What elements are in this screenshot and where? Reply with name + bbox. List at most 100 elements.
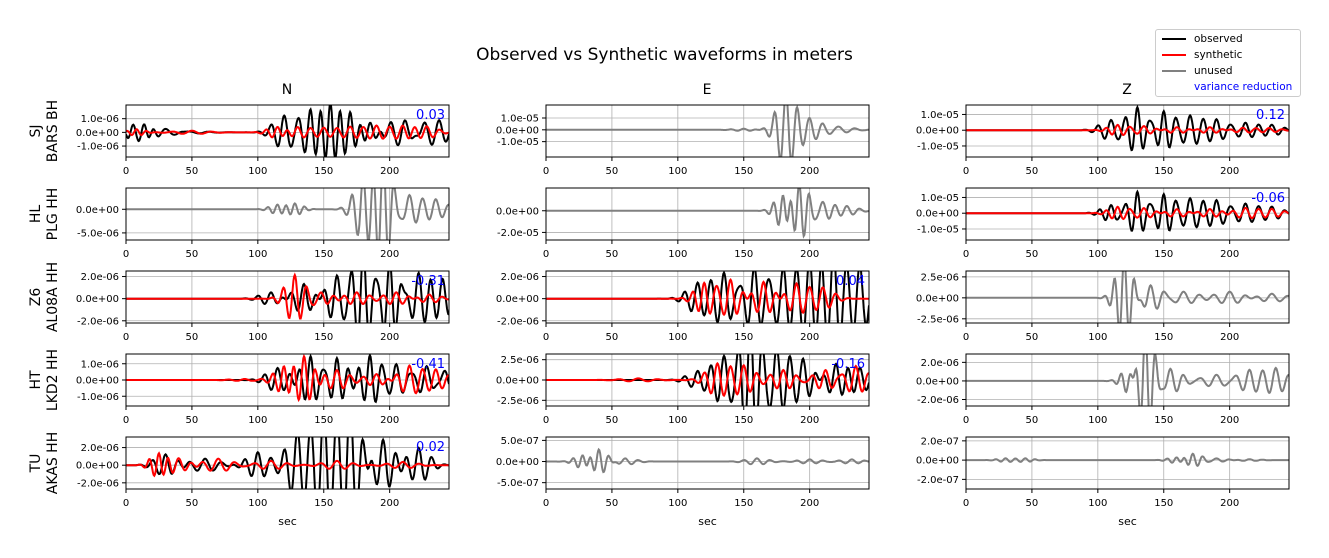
xtick-label-r0c1-4: 200 [800,166,819,177]
xtick-label-r3c0-1: 50 [186,415,199,426]
synthetic-trace-r0c2 [966,123,1289,137]
ytick-label-r1c1-0: -2.0e-05 [497,228,539,239]
xlabel-r4c0: sec [278,515,297,528]
xtick-label-r4c0-1: 50 [186,498,199,509]
xtick-label-r4c2-4: 200 [1220,498,1239,509]
variance-reduction-r0c2: 0.12 [1256,108,1285,123]
xtick-label-r4c1-1: 50 [606,498,619,509]
ytick-label-r3c0-1: 0.0e+00 [76,376,119,387]
variance-reduction-r3c0: -0.41 [411,357,445,372]
ytick-label-r2c1-2: 2.0e-06 [501,272,539,283]
ytick-label-r0c2-1: 0.0e+00 [916,126,959,137]
variance-reduction-r3c1: -0.16 [831,357,865,372]
axes-frame-r0c1 [545,104,870,158]
xtick-label-r3c0-0: 0 [123,415,129,426]
axes-frame-r1c2 [965,187,1290,241]
variance-reduction-r0c0: 0.03 [416,108,445,123]
xtick-label-r2c0-2: 100 [248,332,267,343]
ytick-label-r3c2-1: 0.0e+00 [916,376,959,387]
xtick-label-r3c1-4: 200 [800,415,819,426]
ytick-label-r4c1-0: -5.0e-07 [497,478,539,489]
xtick-label-r2c0-0: 0 [123,332,129,343]
xtick-label-r0c2-2: 100 [1088,166,1107,177]
ytick-label-r0c1-2: 1.0e-05 [501,114,539,125]
ytick-label-r2c2-0: -2.5e-06 [917,314,959,325]
xtick-label-r3c1-2: 100 [668,415,687,426]
xtick-label-r4c2-2: 100 [1088,498,1107,509]
observed-trace-r3c2 [966,354,1289,406]
observed-trace-r1c1 [546,188,869,239]
ytick-label-r1c2-2: 1.0e-05 [921,193,959,204]
xtick-label-r0c0-2: 100 [248,166,267,177]
xtick-label-r2c0-3: 150 [314,332,333,343]
ytick-label-r0c0-2: 1.0e-06 [81,114,119,125]
observed-trace-r2c2 [966,271,1289,323]
legend-label-observed: observed [1194,33,1243,45]
xtick-label-r0c0-1: 50 [186,166,199,177]
xtick-label-r1c1-4: 200 [800,249,819,260]
xlabel-r4c1: sec [698,515,717,528]
variance-reduction-r2c1: 0.04 [836,274,865,289]
legend-label-unused: unused [1194,65,1233,77]
ytick-label-r2c0-2: 2.0e-06 [81,272,119,283]
station-label-1: PLG HH [45,188,61,241]
station-label-2: AL08A HH [45,262,61,332]
xtick-label-r1c1-1: 50 [606,249,619,260]
network-label-1: HL [28,205,44,224]
xtick-label-r1c1-2: 100 [668,249,687,260]
xtick-label-r3c2-1: 50 [1026,415,1039,426]
synthetic-trace-r2c1 [546,278,869,317]
ytick-label-r4c2-2: 2.0e-07 [921,436,959,447]
ytick-label-r2c2-2: 2.5e-06 [921,272,959,283]
ytick-label-r0c1-0: -1.0e-05 [497,137,539,148]
observed-trace-r4c1 [546,447,869,474]
station-label-3: LKD2 HH [45,349,61,411]
ytick-label-r2c0-1: 0.0e+00 [76,294,119,305]
xtick-label-r0c0-4: 200 [380,166,399,177]
xtick-label-r0c1-0: 0 [543,166,549,177]
xtick-label-r0c2-0: 0 [963,166,969,177]
xtick-label-r0c1-2: 100 [668,166,687,177]
legend-label-variance-reduction: variance reduction [1194,81,1293,93]
observed-trace-r2c0 [126,271,449,323]
xtick-label-r4c1-3: 150 [734,498,753,509]
ytick-label-r3c1-2: 2.5e-06 [501,355,539,366]
observed-trace-r4c2 [966,452,1289,467]
xtick-label-r2c2-2: 100 [1088,332,1107,343]
axes-frame-r0c2 [965,104,1290,158]
xtick-label-r4c1-4: 200 [800,498,819,509]
network-label-3: HT [28,370,44,390]
ytick-label-r2c1-0: -2.0e-06 [497,316,539,327]
xtick-label-r2c2-3: 150 [1154,332,1173,343]
axes-frame-r2c0 [125,270,450,324]
xtick-label-r2c1-3: 150 [734,332,753,343]
legend-entry-observed: observed [1162,32,1243,46]
xtick-label-r3c0-2: 100 [248,415,267,426]
axes-frame-r0c0 [125,104,450,158]
station-label-4: AKAS HH [45,432,61,494]
ytick-label-r4c2-1: 0.0e+00 [916,456,959,467]
xtick-label-r4c0-0: 0 [123,498,129,509]
xtick-label-r1c2-3: 150 [1154,249,1173,260]
variance-reduction-r2c0: -0.31 [411,274,445,289]
xtick-label-r1c1-3: 150 [734,249,753,260]
xtick-label-r3c2-0: 0 [963,415,969,426]
xtick-label-r1c2-2: 100 [1088,249,1107,260]
axes-frame-r1c0 [125,187,450,241]
synthetic-trace-r4c0 [126,451,449,478]
xtick-label-r1c2-4: 200 [1220,249,1239,260]
ytick-label-r1c0-0: -5.0e-06 [77,228,119,239]
network-label-4: TU [28,454,44,474]
xtick-label-r0c0-0: 0 [123,166,129,177]
ytick-label-r1c2-0: -1.0e-05 [917,224,959,235]
legend-entry-unused: unused [1162,64,1233,78]
synthetic-trace-r1c2 [966,205,1289,221]
xtick-label-r1c2-0: 0 [963,249,969,260]
ytick-label-r2c0-0: -2.0e-06 [77,316,119,327]
axes-frame-r2c2 [965,270,1290,324]
xtick-label-r0c1-1: 50 [606,166,619,177]
xtick-label-r1c0-1: 50 [186,249,199,260]
xtick-label-r1c2-1: 50 [1026,249,1039,260]
ytick-label-r3c1-1: 0.0e+00 [496,376,539,387]
xtick-label-r0c1-3: 150 [734,166,753,177]
